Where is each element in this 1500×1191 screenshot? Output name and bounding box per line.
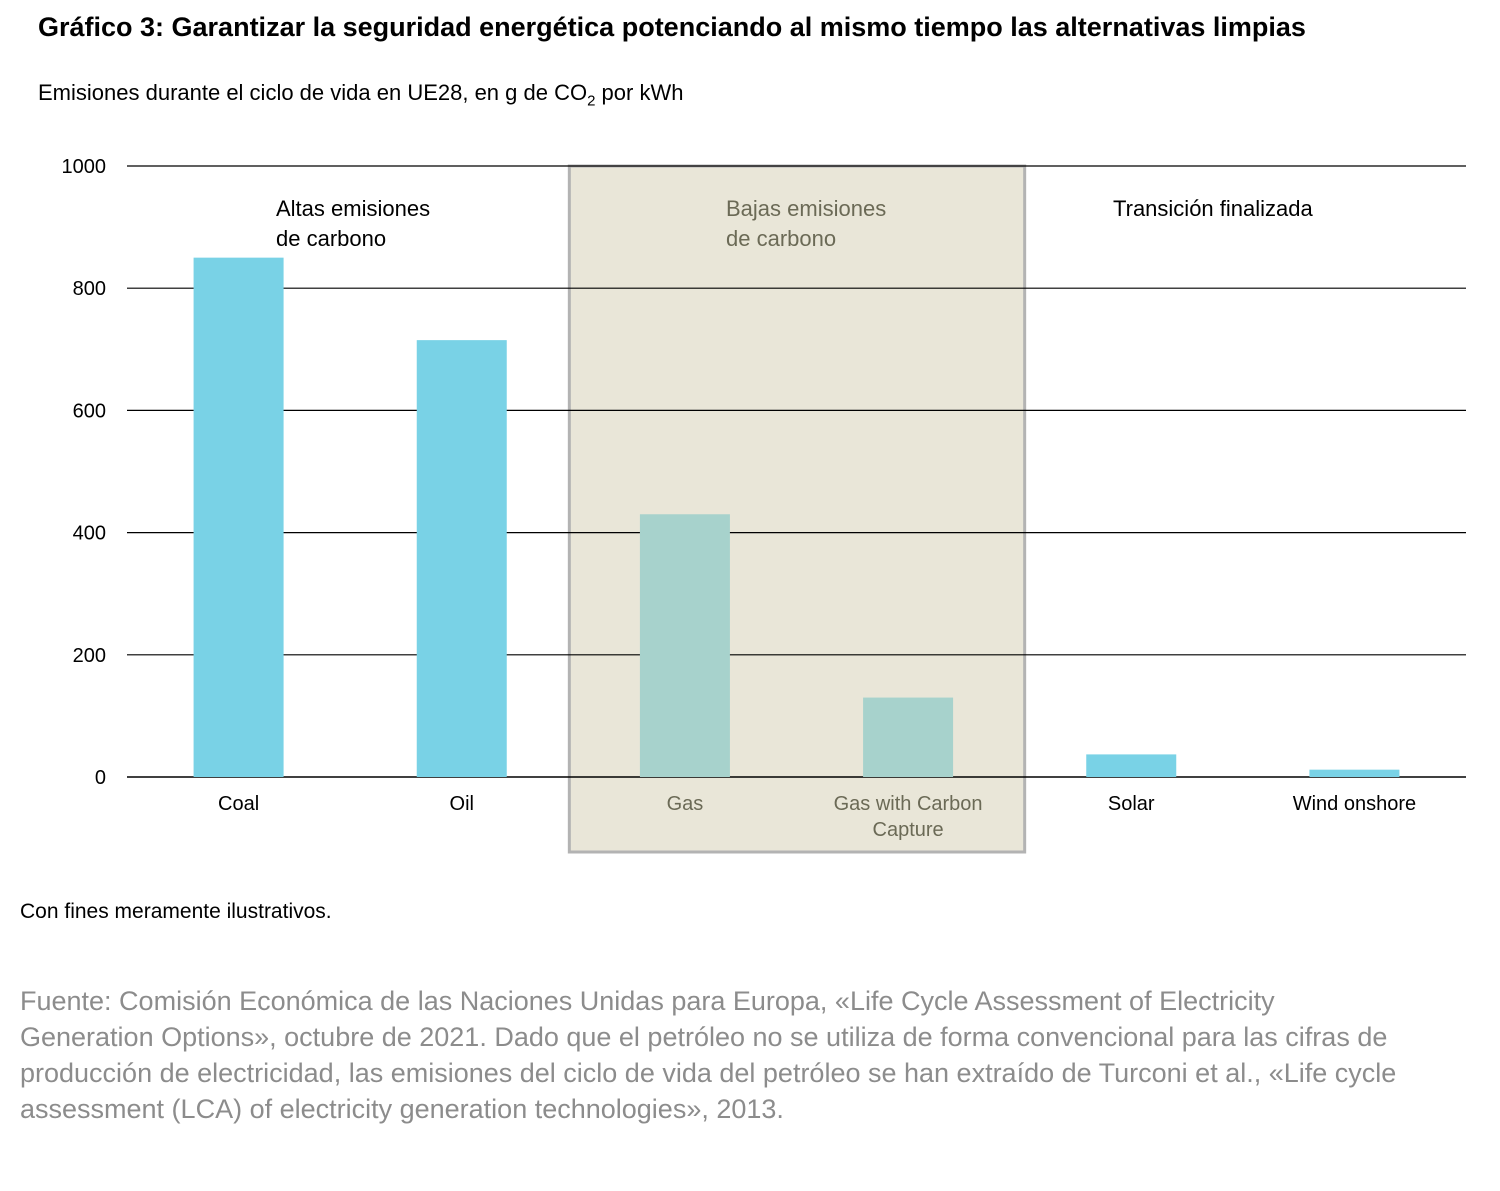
y-tick-label: 200 — [73, 645, 106, 667]
x-tick-label: Gas — [667, 793, 704, 815]
bar-solar — [1086, 754, 1177, 777]
x-tick-label: Capture — [873, 819, 944, 841]
bar-gas-with-carbon-capture — [863, 697, 954, 777]
subtitle-subscript: 2 — [587, 92, 596, 110]
y-tick-label: 1000 — [62, 156, 107, 178]
chart-subtitle: Emisiones durante el ciclo de vida en UE… — [38, 80, 683, 109]
subtitle-main: Emisiones durante el ciclo de vida en UE… — [38, 80, 588, 105]
x-tick-label: Gas with Carbon — [834, 793, 983, 815]
group-label: Altas emisiones — [276, 196, 430, 221]
emissions-bar-chart: 0 200 400 600 800 1000 Coal Oil Gas Gas with Carb… — [62, 156, 1466, 854]
y-tick-label: 600 — [73, 400, 106, 422]
low-emissions-highlight-box — [567, 164, 1027, 854]
group-label: de carbono — [726, 226, 836, 251]
x-tick-label: Oil — [450, 793, 474, 815]
bar-gas — [639, 514, 730, 777]
x-tick-label: Solar — [1108, 793, 1155, 815]
illustrative-note: Con fines meramente ilustrativos. — [20, 900, 332, 923]
source-note: Fuente: Comisión Económica de las Nacion… — [20, 986, 1397, 1124]
y-tick-label: 0 — [95, 767, 106, 789]
x-tick-label: Coal — [218, 793, 259, 815]
bar-oil — [416, 340, 507, 777]
y-tick-label: 800 — [73, 278, 106, 300]
bar-coal — [193, 257, 284, 777]
group-label: de carbono — [276, 226, 386, 251]
y-tick-label: 400 — [73, 523, 106, 545]
chart-title: Gráfico 3: Garantizar la seguridad energ… — [38, 12, 1306, 42]
bar-wind-onshore — [1309, 769, 1400, 777]
subtitle-tail: por kWh — [595, 80, 684, 105]
group-label: Bajas emisiones — [726, 196, 886, 221]
x-tick-label: Wind onshore — [1293, 793, 1416, 815]
group-label: Transición finalizada — [1113, 196, 1313, 221]
